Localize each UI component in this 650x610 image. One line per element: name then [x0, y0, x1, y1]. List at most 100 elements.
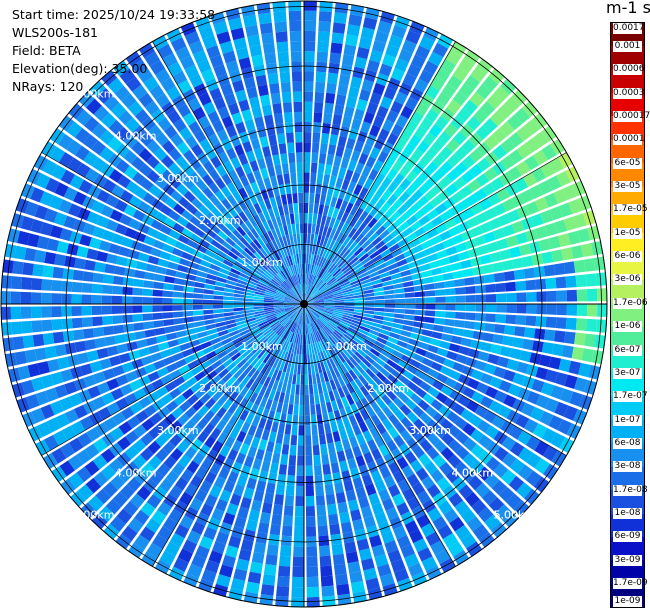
ray-gate	[131, 358, 144, 370]
ray-gate	[99, 129, 115, 145]
ray-gate	[328, 411, 336, 423]
ray-gate	[271, 239, 279, 250]
ray-gate	[297, 274, 301, 285]
ray-gate	[455, 242, 468, 253]
ray-gate	[496, 356, 510, 368]
ray-gate	[184, 406, 197, 419]
ray-gate	[475, 173, 490, 187]
ray-gate	[345, 426, 355, 439]
ray-gate	[244, 184, 254, 196]
ray-gate	[131, 59, 148, 75]
ray-gate	[257, 320, 268, 327]
ray-gate	[123, 149, 138, 164]
ray-gate	[42, 265, 54, 278]
ray-gate	[319, 246, 326, 257]
ray-gate	[177, 382, 190, 394]
ray-gate	[271, 368, 279, 380]
ray-gate	[307, 333, 311, 345]
ray-gate	[91, 123, 107, 139]
ray-gate	[46, 238, 60, 252]
ray-gate	[424, 351, 437, 361]
ray-gate	[207, 244, 219, 254]
ray-gate	[394, 304, 406, 309]
ray-gate	[246, 86, 258, 99]
ray-gate	[281, 269, 289, 279]
ray-gate	[310, 404, 316, 416]
ray-gate	[308, 323, 312, 334]
ray-gate	[313, 234, 319, 245]
ray-gate	[414, 309, 426, 316]
ray-gate	[213, 218, 225, 230]
ray-gate	[282, 281, 291, 290]
ray-gate	[183, 316, 195, 323]
ray-gate	[80, 502, 97, 519]
ray-gate	[462, 386, 476, 399]
ray-gate	[500, 78, 517, 95]
ray-gate	[381, 189, 393, 202]
ray-gate	[52, 331, 65, 344]
ray-gate	[227, 326, 238, 333]
ray-gate	[538, 180, 553, 195]
ray-gate	[248, 325, 259, 332]
ray-gate	[358, 464, 370, 477]
ray-gate	[373, 291, 385, 296]
ray-gate	[294, 121, 303, 133]
ray-gate	[348, 414, 358, 427]
ray-gate	[452, 270, 464, 279]
ray-gate	[299, 284, 303, 295]
ray-gate	[255, 334, 265, 343]
ray-gate	[153, 162, 167, 176]
ray-gate	[252, 458, 263, 471]
ray-gate	[465, 357, 478, 368]
ray-gate	[208, 332, 220, 341]
ray-gate	[314, 301, 325, 304]
ray-gate	[447, 541, 464, 557]
ray-gate	[114, 265, 126, 276]
ray-gate	[333, 310, 344, 315]
ray-gate	[279, 316, 289, 324]
ray-gate	[451, 191, 465, 204]
ray-gate	[226, 503, 239, 516]
ray-gate	[493, 463, 509, 479]
ray-gate	[367, 217, 378, 229]
ray-gate	[132, 209, 146, 222]
ray-gate	[195, 276, 207, 283]
ray-gate	[192, 310, 204, 316]
ray-gate	[304, 243, 307, 254]
ray-gate	[114, 85, 131, 102]
ray-gate	[482, 118, 498, 134]
ray-gate	[310, 322, 315, 333]
ray-gate	[372, 115, 385, 128]
ray-gate	[96, 347, 109, 359]
ray-gate	[393, 186, 405, 198]
ray-gate	[378, 444, 390, 457]
ray-gate	[285, 352, 291, 363]
ray-gate	[319, 393, 326, 404]
ray-gate	[271, 228, 279, 240]
ray-gate	[492, 144, 508, 160]
ray-gate	[218, 466, 230, 480]
ray-gate	[304, 41, 316, 52]
ray-gate	[238, 131, 250, 144]
ray-gate	[526, 452, 542, 469]
ray-gate	[310, 288, 318, 297]
ray-gate	[554, 330, 566, 343]
ray-gate	[463, 437, 477, 452]
ray-gate	[319, 268, 326, 279]
ray-gate	[565, 275, 577, 288]
ray-gate	[172, 70, 188, 86]
ray-gate	[364, 296, 375, 301]
ray-gate	[433, 242, 446, 253]
ray-gate	[484, 363, 497, 375]
ray-gate	[298, 354, 302, 365]
ray-gate	[189, 157, 202, 171]
ray-gate	[291, 586, 304, 598]
ray-gate	[148, 344, 160, 355]
ray-gate	[93, 105, 110, 122]
ray-gate	[44, 251, 57, 265]
ray-gate	[191, 143, 204, 157]
ray-gate	[270, 280, 280, 288]
ray-gate	[261, 32, 275, 45]
ray-gate	[493, 86, 510, 102]
ray-gate	[498, 380, 512, 393]
